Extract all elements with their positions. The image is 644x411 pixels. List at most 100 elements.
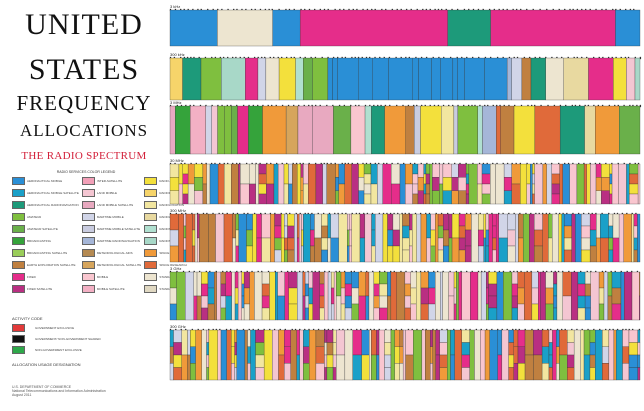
allocation-block — [447, 9, 491, 47]
allocation-cell — [526, 183, 531, 205]
allocation-cell — [639, 295, 641, 321]
allocation-cell — [261, 213, 271, 239]
legend-swatch — [81, 200, 95, 209]
allocation-cell — [598, 271, 605, 289]
legend-swatch — [12, 284, 25, 293]
allocation-cell — [451, 163, 459, 178]
allocation-cell — [564, 249, 572, 263]
allocation-cell — [351, 303, 359, 321]
allocation-cell — [241, 307, 245, 321]
allocation-block — [303, 57, 313, 101]
allocation-block — [420, 105, 442, 155]
allocation-cell — [196, 271, 202, 297]
allocation-cell — [567, 329, 575, 343]
allocation-cell — [478, 229, 484, 247]
allocation-cell — [173, 342, 182, 356]
allocation-cell — [612, 237, 620, 263]
allocation-cell — [553, 295, 558, 309]
allocation-block — [211, 105, 218, 155]
allocation-cell — [567, 367, 575, 381]
allocation-block — [249, 271, 255, 321]
allocation-block — [429, 163, 433, 205]
allocation-cell — [633, 249, 638, 263]
allocation-block — [215, 213, 225, 263]
allocation-cell — [303, 363, 310, 381]
allocation-block — [226, 329, 232, 381]
allocation-cell — [465, 163, 470, 175]
allocation-cell — [553, 307, 558, 321]
allocation-cell — [402, 237, 410, 251]
allocation-cell — [453, 287, 457, 305]
activity-heading: ACTIVITY CODE — [12, 316, 43, 321]
allocation-cell — [207, 287, 215, 305]
allocation-cell — [326, 342, 334, 356]
legend-swatch — [144, 224, 158, 233]
allocation-cell — [639, 271, 641, 297]
allocation-cell — [363, 193, 372, 205]
allocation-cell — [246, 213, 253, 231]
allocation-block — [458, 271, 462, 321]
allocation-cell — [559, 354, 568, 381]
legend-swatch — [81, 236, 95, 245]
allocation-cell — [173, 329, 182, 343]
allocation-cell — [532, 183, 535, 195]
allocation-block — [217, 9, 273, 47]
allocation-cell — [384, 354, 392, 368]
allocation-cell — [288, 271, 298, 289]
allocation-cell — [478, 213, 484, 231]
allocation-block — [344, 329, 353, 381]
allocation-block — [520, 163, 527, 205]
legend-label: AMATEUR SATELLITE — [27, 226, 58, 231]
allocation-cell — [247, 346, 251, 364]
allocation-cell — [439, 329, 448, 343]
allocation-cell — [358, 295, 366, 321]
allocation-cell — [183, 249, 187, 263]
allocation-cell — [234, 287, 239, 305]
allocation-cell — [344, 295, 352, 309]
allocation-block — [501, 329, 509, 381]
allocation-cell — [332, 367, 337, 381]
allocation-cell — [404, 307, 411, 321]
allocation-cell — [274, 225, 282, 239]
allocation-block — [263, 329, 273, 381]
allocation-cell — [201, 295, 209, 309]
allocation-cell — [207, 271, 215, 289]
spectrum-svg: 3 kHz 300 kHz 3 MHz 30 MHz 300 MHz 3 GHz 300 G… — [169, 4, 642, 381]
allocation-cell — [340, 271, 346, 289]
legend-swatch — [12, 248, 25, 257]
legend-item: EARTH EXPLORATION SATELLITE — [12, 260, 79, 269]
allocation-cell — [404, 295, 411, 309]
allocation-cell — [340, 303, 346, 321]
allocation-block — [206, 163, 211, 205]
allocation-block — [615, 329, 623, 381]
activity-label: NON-GOVERNMENT EXCLUSIVE — [35, 348, 82, 352]
allocation-block — [561, 213, 565, 263]
legend-swatch — [81, 272, 95, 281]
allocation-cell — [392, 245, 400, 263]
allocation-cell — [611, 271, 622, 289]
legend-item: MOBILE — [81, 272, 142, 281]
legend-item: BROADCASTING — [12, 236, 79, 245]
allocation-cell — [303, 163, 309, 185]
allocation-cell — [486, 271, 489, 289]
allocation-block — [425, 329, 431, 381]
allocation-cell — [181, 329, 188, 356]
allocation-block — [390, 271, 397, 321]
allocation-block — [575, 213, 582, 263]
legend-item: MARITIME RADIONAVIGATION — [81, 236, 142, 245]
allocation-cell — [324, 354, 328, 368]
allocation-cell — [332, 354, 337, 368]
allocation-cell — [274, 237, 282, 251]
allocation-cell — [284, 213, 288, 227]
allocation-block — [327, 57, 333, 101]
allocation-cell — [183, 225, 187, 239]
allocation-cell — [261, 271, 270, 285]
allocation-block — [618, 163, 627, 205]
allocation-cell — [541, 329, 550, 347]
allocation-block — [503, 271, 513, 321]
allocation-block — [185, 271, 194, 321]
legend-label: AMATEUR — [27, 214, 42, 219]
allocation-cell — [331, 287, 335, 305]
allocation-block — [252, 213, 257, 263]
legend-label: FIXED — [27, 274, 36, 279]
